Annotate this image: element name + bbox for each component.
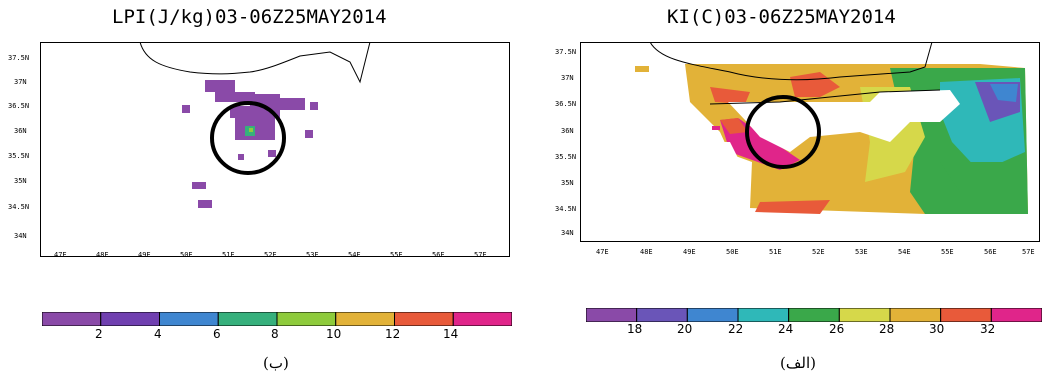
left-colorbar-swatch-6 [394,312,454,326]
right-ylabel-6: 34.5N [555,205,577,213]
left-colorbar-swatch-2 [159,312,219,326]
right-ylabel-7: 34N [561,229,574,237]
right-panel-title: KI(C)03-06Z25MAY2014 [667,6,896,28]
left-ylabel-3: 36N [14,127,27,135]
right-cb-label-6: 30 [929,322,945,336]
left-cb-label-2: 6 [213,327,221,341]
right-xlabel-7: 54E [898,248,911,256]
right-map [580,42,1040,242]
right-xlabel-8: 55E [941,248,954,256]
left-cb-label-0: 2 [95,327,103,341]
left-ylabel-7: 34N [14,232,27,240]
left-caption: (ب) [263,354,289,372]
right-ylabel-0: 37.5N [555,48,577,56]
right-ylabel-5: 35N [561,179,574,187]
right-cb-label-5: 28 [879,322,895,336]
right-colorbar-swatch-0 [586,308,638,322]
right-caption: (الف) [780,354,816,372]
right-cb-label-2: 22 [728,322,744,336]
right-xlabel-10: 57E [1022,248,1035,256]
right-xlabel-1: 48E [640,248,653,256]
right-cb-label-4: 26 [829,322,845,336]
left-xlabel-6: 53E [306,251,319,259]
left-cb-label-6: 14 [443,327,459,341]
left-xlabel-1: 48E [96,251,109,259]
left-map [40,42,510,257]
left-ylabel-1: 37N [14,78,27,86]
left-colorbar-swatch-5 [335,312,395,326]
right-ylabel-2: 36.5N [555,100,577,108]
left-xlabel-8: 55E [390,251,403,259]
left-xlabel-10: 57E [474,251,487,259]
right-ylabel-3: 36N [561,127,574,135]
left-colorbar-swatch-7 [452,312,512,326]
right-cb-label-0: 18 [627,322,643,336]
left-xlabel-3: 50E [180,251,193,259]
right-xlabel-3: 50E [726,248,739,256]
right-colorbar-swatch-8 [990,308,1042,322]
right-highlight-circle [745,95,821,169]
right-xlabel-4: 51E [769,248,782,256]
right-colorbar [586,308,1042,322]
left-ylabel-6: 34.5N [8,203,30,211]
left-cb-label-3: 8 [271,327,279,341]
left-ylabel-4: 35.5N [8,152,30,160]
left-colorbar-swatch-3 [217,312,278,326]
left-ylabel-0: 37.5N [8,54,30,62]
right-colorbar-swatch-5 [838,308,891,322]
right-ylabel-4: 35.5N [555,153,577,161]
left-colorbar-swatch-0 [42,312,102,326]
left-xlabel-5: 52E [264,251,277,259]
right-xlabel-5: 52E [812,248,825,256]
left-xlabel-4: 51E [222,251,235,259]
right-colorbar-swatch-2 [686,308,739,322]
right-xlabel-0: 47E [596,248,609,256]
right-colorbar-swatch-6 [889,308,942,322]
left-cb-label-1: 4 [154,327,162,341]
right-colorbar-swatch-3 [737,308,790,322]
left-panel-title: LPI(J/kg)03-06Z25MAY2014 [112,6,387,28]
left-colorbar-swatch-4 [276,312,337,326]
left-cb-label-5: 12 [385,327,401,341]
left-ylabel-5: 35N [14,177,27,185]
left-xlabel-2: 49E [138,251,151,259]
left-colorbar [42,312,512,326]
right-colorbar-swatch-4 [788,308,840,322]
left-cb-label-4: 10 [326,327,342,341]
right-xlabel-6: 53E [855,248,868,256]
left-highlight-circle [210,101,286,175]
right-ylabel-1: 37N [561,74,574,82]
right-xlabel-9: 56E [984,248,997,256]
left-colorbar-swatch-1 [100,312,160,326]
right-xlabel-2: 49E [683,248,696,256]
left-xlabel-7: 54E [348,251,361,259]
right-cb-label-3: 24 [778,322,794,336]
left-xlabel-0: 47E [54,251,67,259]
right-cb-label-1: 20 [677,322,693,336]
left-ylabel-2: 36.5N [8,102,30,110]
right-colorbar-swatch-1 [636,308,688,322]
right-colorbar-swatch-7 [940,308,992,322]
right-cb-label-7: 32 [980,322,996,336]
left-xlabel-9: 56E [432,251,445,259]
